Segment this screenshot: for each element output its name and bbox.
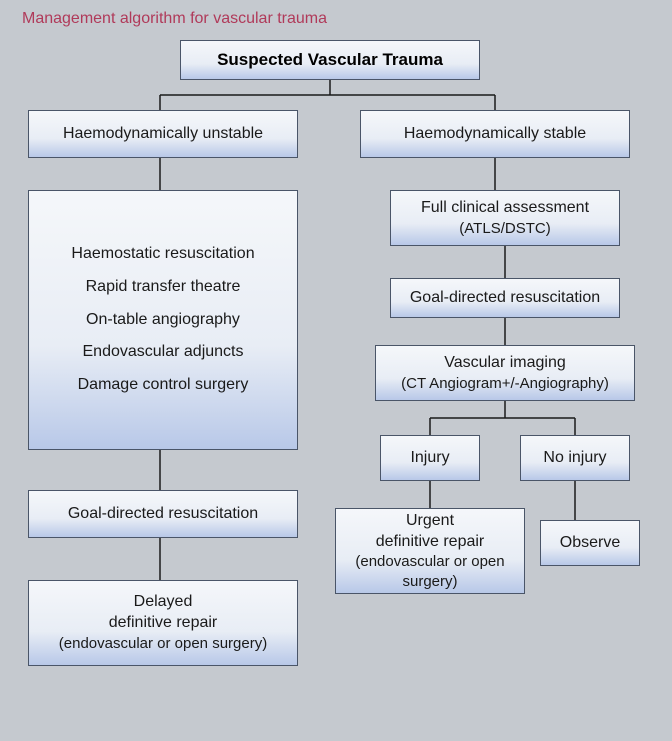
node-delayed-mid: definitive repair [109, 613, 218, 634]
unstable-step-5: Damage control surgery [41, 375, 285, 396]
node-goal-unstable-label: Goal-directed resuscitation [68, 504, 258, 525]
node-observe: Observe [540, 520, 640, 566]
unstable-step-3: On-table angiography [41, 310, 285, 331]
node-root-label: Suspected Vascular Trauma [217, 49, 443, 71]
node-urgent-mid: definitive repair [376, 532, 485, 553]
node-assessment-sub: (ATLS/DSTC) [459, 219, 550, 239]
node-goal-stable: Goal-directed resuscitation [390, 278, 620, 318]
node-assessment: Full clinical assessment (ATLS/DSTC) [390, 190, 620, 246]
node-imaging-sub: (CT Angiogram+/-Angiography) [401, 374, 609, 394]
node-assessment-main: Full clinical assessment [421, 198, 589, 219]
node-urgent: Urgent definitive repair (endovascular o… [335, 508, 525, 594]
node-stable: Haemodynamically stable [360, 110, 630, 158]
node-imaging-main: Vascular imaging [444, 353, 566, 374]
node-unstable-steps: Haemostatic resuscitation Rapid transfer… [28, 190, 298, 450]
node-injury: Injury [380, 435, 480, 481]
node-observe-label: Observe [560, 533, 620, 554]
node-goal-unstable: Goal-directed resuscitation [28, 490, 298, 538]
node-delayed-main: Delayed [134, 592, 193, 613]
unstable-step-4: Endovascular adjuncts [41, 342, 285, 363]
node-root: Suspected Vascular Trauma [180, 40, 480, 80]
node-delayed-sub: (endovascular or open surgery) [59, 634, 267, 654]
node-injury-label: Injury [410, 448, 449, 469]
node-urgent-sub: (endovascular or open surgery) [344, 552, 516, 591]
node-urgent-main: Urgent [406, 511, 454, 532]
node-imaging: Vascular imaging (CT Angiogram+/-Angiogr… [375, 345, 635, 401]
node-goal-stable-label: Goal-directed resuscitation [410, 288, 600, 309]
node-no-injury-label: No injury [543, 448, 606, 469]
unstable-step-2: Rapid transfer theatre [41, 277, 285, 298]
unstable-step-1: Haemostatic resuscitation [41, 244, 285, 265]
node-delayed: Delayed definitive repair (endovascular … [28, 580, 298, 666]
diagram-title: Management algorithm for vascular trauma [22, 10, 327, 28]
node-unstable-label: Haemodynamically unstable [63, 124, 263, 145]
node-stable-label: Haemodynamically stable [404, 124, 586, 145]
node-unstable: Haemodynamically unstable [28, 110, 298, 158]
node-no-injury: No injury [520, 435, 630, 481]
